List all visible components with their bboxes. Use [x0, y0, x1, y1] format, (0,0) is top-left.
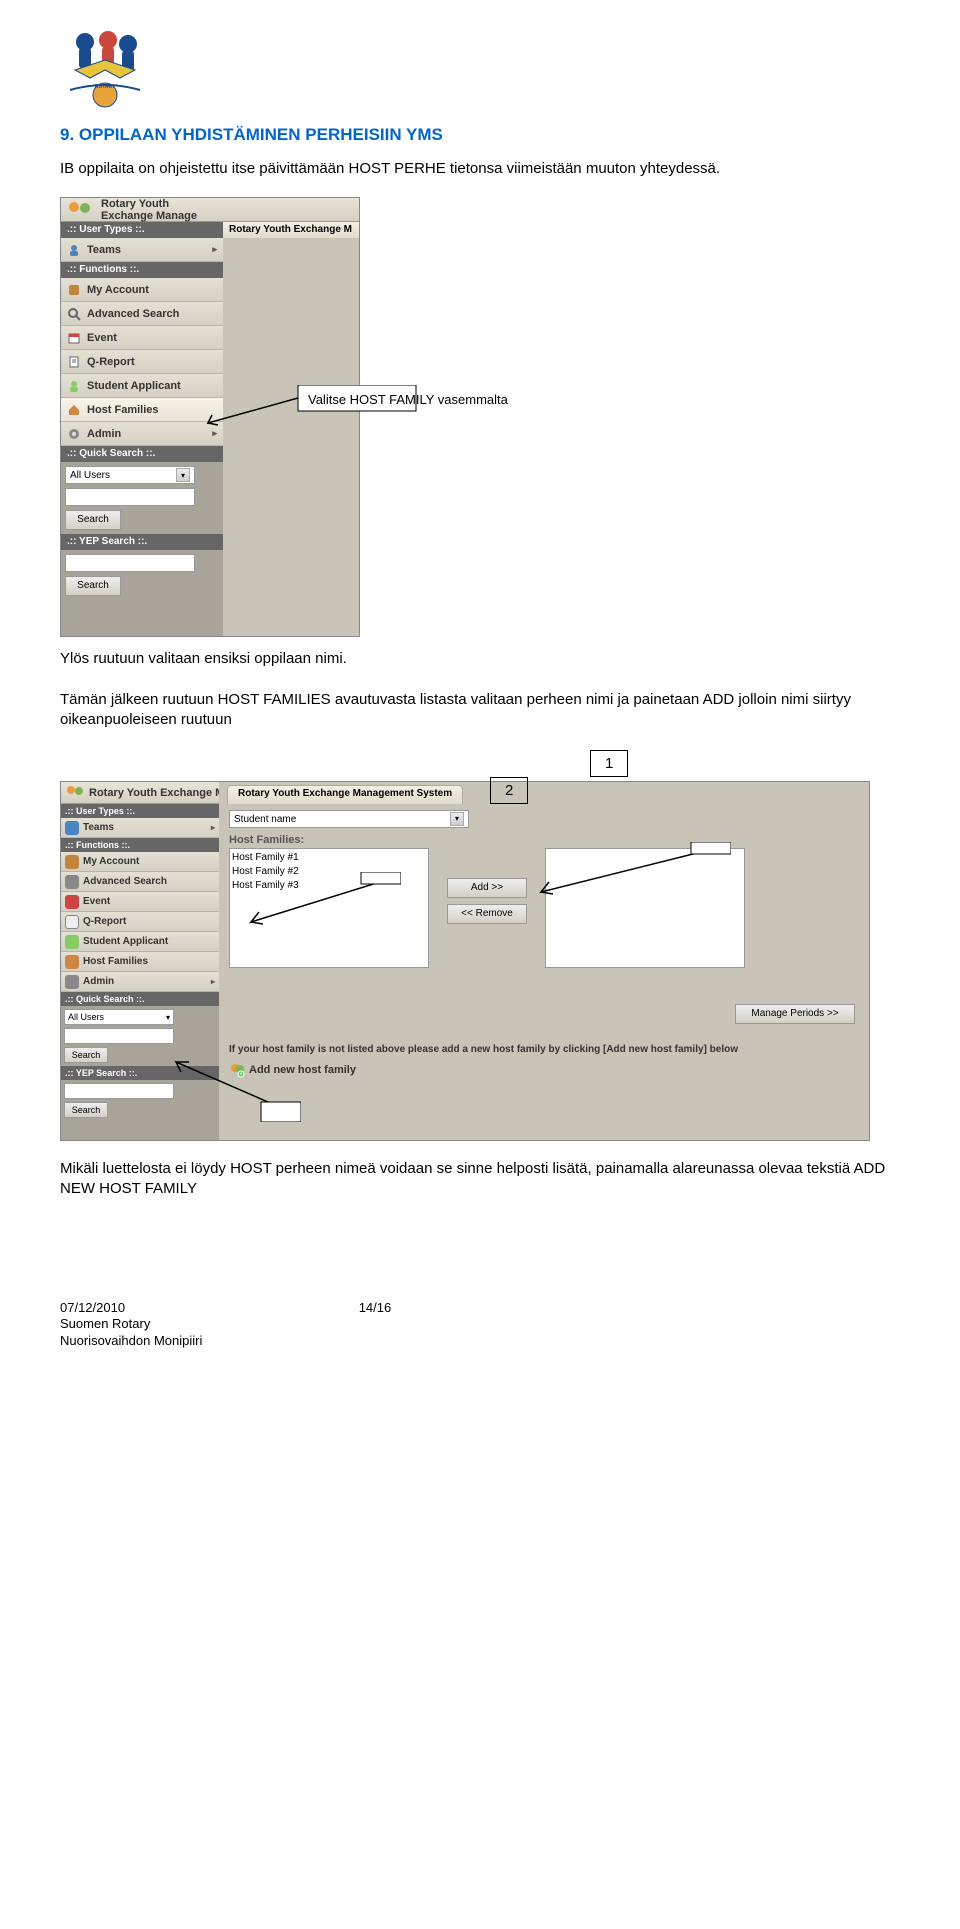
footer-date: 07/12/2010	[60, 1300, 125, 1315]
section-header-yep-search: .:: YEP Search ::.	[61, 534, 223, 550]
title-text: Rotary Youth Exchange Management System …	[89, 787, 219, 799]
yep-input-2[interactable]	[64, 1083, 174, 1099]
chevron-down-icon: ▾	[166, 1013, 170, 1022]
intro-paragraph: IB oppilaita on ohjeistettu itse päivitt…	[60, 159, 900, 179]
add-host-family-note: If your host family is not listed above …	[229, 1044, 738, 1055]
menu-admin-2[interactable]: Admin ▸	[61, 972, 219, 992]
account-icon	[67, 283, 81, 297]
chevron-right-icon: ▸	[211, 977, 215, 986]
callout-arrow-b	[531, 842, 731, 902]
section-functions-2: .:: Functions ::.	[61, 838, 219, 852]
quick-search-input-2[interactable]	[64, 1028, 174, 1044]
menu-label: Event	[87, 332, 117, 344]
dd-label: All Users	[68, 1012, 104, 1022]
menu-label: Student Applicant	[87, 380, 181, 392]
section-header-user-types: .:: User Types ::.	[61, 222, 223, 238]
callout-1-text: Valitse HOST FAMILY vasemmalta	[308, 392, 508, 407]
menu-label: Teams	[87, 244, 121, 256]
menu-label: Teams	[83, 822, 114, 833]
dd-value: Student name	[234, 814, 296, 825]
screenshot-2: Rotary Youth Exchange Management System …	[60, 781, 870, 1141]
menu-label: Advanced Search	[83, 876, 167, 887]
people-icon	[65, 785, 85, 801]
gear-icon	[67, 427, 81, 441]
menu-label: Event	[83, 896, 110, 907]
menu-label: Q-Report	[83, 916, 126, 927]
menu-item-teams[interactable]: Teams ▸	[61, 238, 223, 262]
menu-label: My Account	[83, 856, 139, 867]
search-icon	[67, 307, 81, 321]
quick-search-input[interactable]	[65, 488, 195, 506]
svg-text:ROTARY: ROTARY	[95, 84, 116, 90]
section-quick-2: .:: Quick Search ::.	[61, 992, 219, 1006]
callout-number-1: 1	[590, 750, 628, 777]
callout-arrow-a	[241, 872, 401, 932]
footer-page-number: 14/16	[359, 1300, 392, 1315]
menu-adv-search-2[interactable]: Advanced Search	[61, 872, 219, 892]
menu-label: My Account	[87, 284, 149, 296]
yep-search-button[interactable]: Search	[65, 576, 121, 596]
paragraph-2-rest: Tämän jälkeen ruutuun HOST FAMILIES avau…	[60, 690, 900, 731]
page-footer: 07/12/2010 14/16 Suomen Rotary Nuorisova…	[60, 1300, 900, 1351]
student-dropdown[interactable]: Student name ▾	[229, 810, 469, 828]
menu-label: Host Families	[83, 956, 148, 967]
callout-number-2: 2	[490, 777, 528, 804]
manage-periods-button[interactable]: Manage Periods >>	[735, 1004, 855, 1024]
report-icon	[67, 355, 81, 369]
dropdown-label: All Users	[70, 470, 110, 481]
menu-label: Host Families	[87, 404, 159, 416]
app-title-2: Rotary Youth Exchange Management System …	[61, 782, 219, 804]
menu-item-my-account[interactable]: My Account	[61, 278, 223, 302]
menu-my-account-2[interactable]: My Account	[61, 852, 219, 872]
dropdown-all-users-2[interactable]: All Users ▾	[64, 1009, 174, 1025]
menu-event-2[interactable]: Event	[61, 892, 219, 912]
dropdown-all-users[interactable]: All Users ▾	[65, 466, 195, 484]
footer-org-2: Nuorisovaihdon Monipiiri	[60, 1333, 202, 1348]
menu-teams-2[interactable]: Teams ▸	[61, 818, 219, 838]
people-icon	[67, 201, 93, 219]
search-btn-2[interactable]: Search	[64, 1047, 108, 1063]
student-icon	[67, 379, 81, 393]
footer-org-1: Suomen Rotary	[60, 1316, 150, 1331]
right-tab-title: Rotary Youth Exchange M	[223, 222, 359, 238]
menu-label: Admin	[83, 976, 114, 987]
tab-main[interactable]: Rotary Youth Exchange Management System	[227, 785, 463, 804]
menu-label: Admin	[87, 428, 121, 440]
menu-q-report-2[interactable]: Q-Report	[61, 912, 219, 932]
menu-item-advanced-search[interactable]: Advanced Search	[61, 302, 223, 326]
yep-search-btn-2[interactable]: Search	[64, 1102, 108, 1118]
calendar-icon	[67, 331, 81, 345]
home-icon	[67, 403, 81, 417]
yep-search-input[interactable]	[65, 554, 195, 572]
rotary-logo: ROTARY	[60, 20, 150, 110]
menu-student-app-2[interactable]: Student Applicant	[61, 932, 219, 952]
remove-button[interactable]: << Remove	[447, 904, 527, 924]
section-header-functions: .:: Functions ::.	[61, 262, 223, 278]
section-header-quick-search: .:: Quick Search ::.	[61, 446, 223, 462]
menu-label: Student Applicant	[83, 936, 168, 947]
menu-label: Q-Report	[87, 356, 135, 368]
menu-item-event[interactable]: Event	[61, 326, 223, 350]
person-icon	[67, 243, 81, 257]
chevron-down-icon: ▾	[450, 812, 464, 826]
chevron-down-icon: ▾	[176, 468, 190, 482]
section-heading: 9. OPPILAAN YHDISTÄMINEN PERHEISIIN YMS	[60, 125, 900, 145]
menu-item-q-report[interactable]: Q-Report	[61, 350, 223, 374]
app-title: Rotary Youth Exchange Manage	[101, 198, 223, 222]
paragraph-3: Mikäli luettelosta ei löydy HOST perheen…	[60, 1159, 900, 1200]
search-button[interactable]: Search	[65, 510, 121, 530]
menu-label: Advanced Search	[87, 308, 179, 320]
section-user-types-2: .:: User Types ::.	[61, 804, 219, 818]
paragraph-2-line1: Ylös ruutuun valitaan ensiksi oppilaan n…	[60, 649, 900, 669]
chevron-right-icon: ▸	[212, 244, 217, 255]
callout-arrow-c	[161, 1052, 301, 1122]
add-button[interactable]: Add >>	[447, 878, 527, 898]
list-item[interactable]: Host Family #1	[232, 851, 426, 865]
chevron-right-icon: ▸	[211, 823, 215, 832]
menu-host-families-2[interactable]: Host Families	[61, 952, 219, 972]
